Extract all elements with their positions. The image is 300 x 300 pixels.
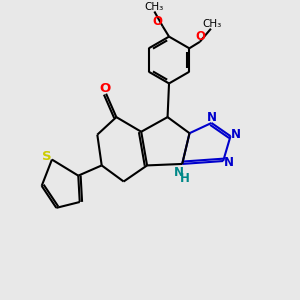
Text: N: N — [174, 166, 184, 179]
Text: N: N — [207, 111, 218, 124]
Text: O: O — [152, 15, 162, 28]
Text: N: N — [224, 156, 234, 169]
Text: CH₃: CH₃ — [145, 2, 164, 11]
Text: O: O — [195, 30, 206, 44]
Text: CH₃: CH₃ — [203, 19, 222, 29]
Text: S: S — [42, 150, 52, 163]
Text: O: O — [99, 82, 110, 95]
Text: H: H — [180, 172, 190, 185]
Text: N: N — [231, 128, 242, 141]
